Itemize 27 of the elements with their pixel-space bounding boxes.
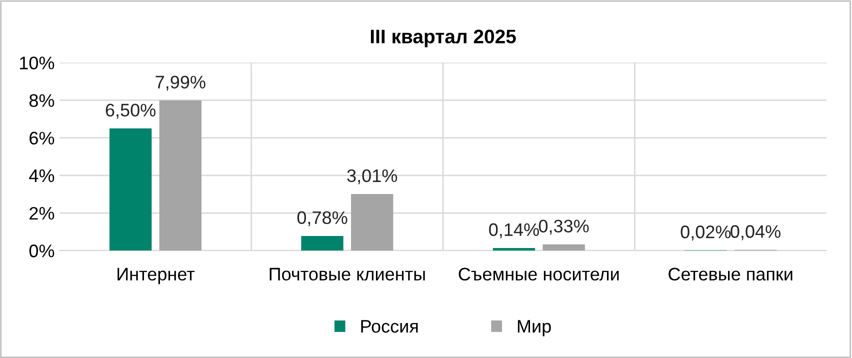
y-tick-label: 10%: [20, 56, 54, 70]
bar: [109, 128, 152, 251]
chart-title: III квартал 2025: [370, 30, 516, 48]
data-label: 0,04%: [730, 225, 780, 240]
bar: [301, 236, 344, 251]
data-label: 0,33%: [538, 220, 589, 235]
y-tick-label: 0%: [29, 244, 54, 258]
y-tick-label: 2%: [30, 206, 54, 220]
bar: [159, 100, 202, 251]
data-label: 0,14%: [489, 223, 539, 238]
bar: [542, 244, 585, 251]
data-label: 0,78%: [297, 211, 348, 226]
x-tick-label: Сетевые папки: [668, 268, 792, 281]
x-tick-label: Интернет: [118, 268, 195, 284]
bar: [492, 248, 536, 251]
y-tick-label: 4%: [29, 169, 54, 182]
x-tick-label: Почтовые клиенты: [270, 268, 425, 281]
bar: [351, 194, 394, 251]
legend-label: Мир: [518, 320, 551, 336]
data-label: 3,01%: [347, 169, 398, 184]
y-tick-label: 8%: [29, 94, 54, 107]
legend-label: Россия: [361, 320, 418, 333]
data-label: 0,02%: [680, 226, 731, 240]
x-tick-label: Съемные носители: [458, 268, 619, 281]
data-label: 6,50%: [106, 104, 156, 119]
data-label: 7,99%: [156, 76, 206, 91]
y-tick-label: 6%: [30, 132, 54, 145]
